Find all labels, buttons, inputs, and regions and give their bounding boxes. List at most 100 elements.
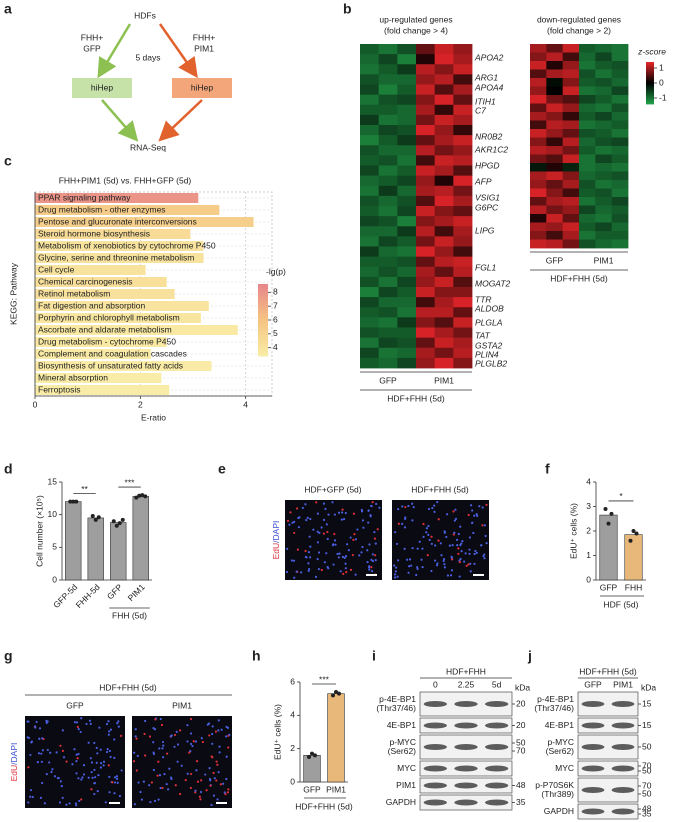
category-label: Pentose and glucuronate interconversions: [38, 216, 197, 226]
marker-label: 15: [642, 698, 652, 708]
heatmap-cell: [434, 317, 454, 328]
stain-dapi: /DAPI: [9, 743, 19, 765]
nucleus: [207, 722, 211, 725]
heatmap-cell: [453, 145, 473, 156]
nucleus: [445, 535, 448, 539]
nucleus: [210, 803, 213, 807]
heatmap-cell: [530, 86, 547, 96]
heatmap-cell: [546, 129, 564, 138]
heatmap-cell: [546, 163, 564, 172]
nucleus: [80, 778, 83, 781]
heatmap-cell: [595, 214, 613, 223]
heatmap-cell: [530, 188, 547, 198]
arrow: [158, 99, 203, 142]
heatmap-cell: [397, 246, 417, 258]
category-label: Drug metabolism - cytochrome P450: [38, 336, 176, 346]
heatmap-cell: [530, 120, 547, 130]
heatmap-cell: [434, 64, 454, 75]
nucleus: [113, 781, 117, 784]
nucleus: [221, 782, 225, 785]
nucleus: [425, 531, 428, 534]
nucleus: [134, 728, 137, 731]
nucleus: [136, 754, 139, 757]
heatmap-cell: [595, 180, 613, 189]
gene-label: LIPG: [475, 225, 495, 235]
heatmap-cell: [397, 64, 417, 75]
nucleus: [109, 728, 113, 731]
nucleus: [216, 763, 219, 766]
heatmap-cell: [434, 206, 454, 217]
y-tick-label: 0: [52, 574, 57, 584]
nucleus: [82, 773, 86, 776]
heatmap-cell: [546, 137, 564, 147]
nucleus: [173, 733, 177, 737]
nucleus: [168, 767, 171, 770]
heatmap-cell: [378, 125, 398, 136]
data-point: [143, 494, 148, 499]
heatmap-cell: [595, 120, 613, 130]
gene-label: FGL1: [475, 262, 497, 272]
heatmap-cell: [434, 246, 454, 258]
heatmap-cell: [611, 154, 629, 164]
colorbar-swatch: [258, 353, 268, 357]
data-point: [93, 517, 98, 522]
heatmap-cell: [546, 214, 564, 223]
colorbar-swatch: [646, 92, 654, 95]
nucleus: [106, 747, 109, 751]
heatmap-cell: [434, 94, 454, 106]
data-point: [114, 523, 119, 528]
heatmap-cell: [579, 86, 596, 96]
band: [485, 765, 509, 772]
nucleus: [59, 744, 62, 747]
heatmap-cell: [416, 206, 436, 217]
heatmap-cell: [611, 239, 629, 249]
heatmap-cell: [434, 297, 454, 308]
nucleus: [333, 513, 336, 516]
heatmap-cell: [579, 205, 596, 215]
heatmap-cell: [434, 175, 454, 187]
nucleus: [161, 756, 165, 759]
category-label: PPAR signaling pathway: [38, 192, 131, 202]
nucleus: [195, 759, 199, 763]
nucleus: [320, 568, 323, 572]
nucleus: [179, 792, 182, 796]
heatmap-cell: [611, 52, 629, 62]
heatmap-cell: [579, 137, 596, 147]
heatmap-cell: [378, 94, 398, 106]
data-point: [140, 493, 145, 498]
nucleus: [214, 730, 218, 733]
heatmap-cell: [397, 297, 417, 308]
nucleus: [467, 513, 470, 517]
nucleus: [323, 561, 326, 564]
heatmap-cell: [530, 61, 547, 70]
nucleus: [367, 521, 370, 524]
heatmap-cell: [360, 347, 380, 359]
nucleus: [166, 752, 169, 755]
nucleus: [76, 757, 79, 760]
heatmap-cell: [360, 287, 380, 298]
nucleus: [430, 535, 433, 538]
heatmap-cell: [530, 205, 547, 215]
data-point: [313, 753, 317, 758]
colorbar-swatch: [258, 327, 268, 330]
heatmap-cell: [453, 74, 473, 85]
heatmap-cell: [434, 135, 454, 146]
nucleus: [46, 748, 49, 752]
heatmap-cell: [611, 197, 629, 206]
colorbar-swatch: [646, 85, 654, 88]
y-tick-label: 6: [290, 676, 295, 686]
bar: [35, 361, 212, 371]
heatmap-cell: [434, 276, 454, 288]
nucleus: [336, 552, 339, 556]
nucleus: [199, 790, 203, 794]
nucleus: [459, 557, 462, 561]
stain-edu: EdU: [271, 543, 281, 560]
nucleus: [61, 749, 65, 752]
nucleus: [394, 531, 397, 534]
group-label: GFP: [379, 375, 397, 385]
nucleus: [76, 725, 79, 728]
heatmap-cell: [397, 226, 417, 237]
heatmap-cell: [378, 44, 398, 55]
nucleus: [397, 508, 400, 511]
gene-label: HPGD: [475, 160, 500, 170]
